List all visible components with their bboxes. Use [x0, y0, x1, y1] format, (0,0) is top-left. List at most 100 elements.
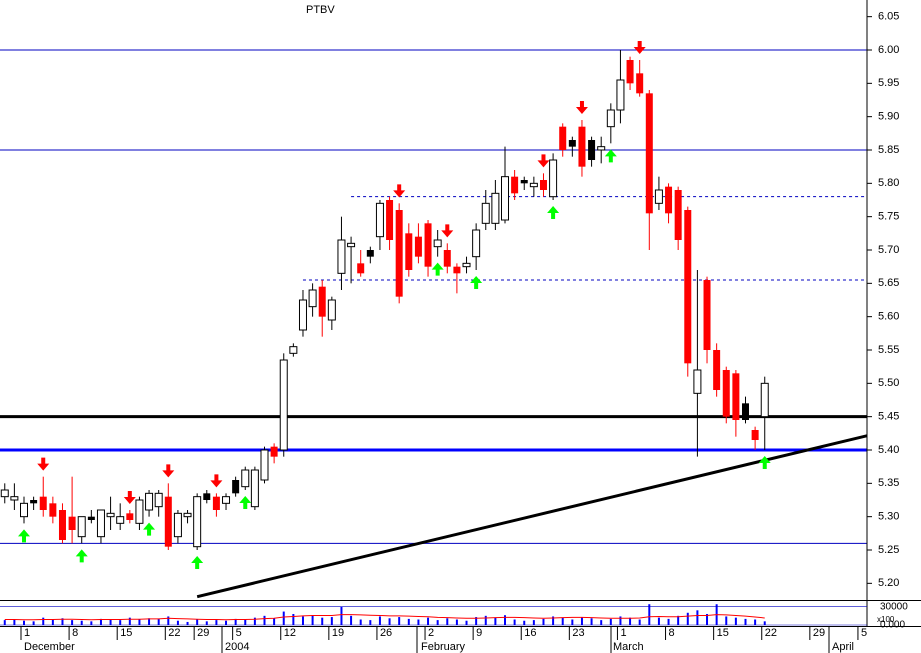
y-tick-label: 5.55 [878, 344, 899, 356]
candle-body [126, 513, 134, 520]
candle-body [232, 480, 240, 494]
x-tick-label: 15 [120, 627, 132, 639]
candle-body [212, 496, 220, 510]
month-label: March [613, 641, 644, 653]
y-tick-label: 5.45 [878, 411, 899, 423]
x-tick-label: 16 [524, 627, 536, 639]
candle-body [529, 182, 538, 188]
candle-body [49, 503, 57, 517]
candle-body [665, 186, 673, 214]
candle-body [318, 286, 326, 317]
candle-body [751, 430, 759, 440]
candle-body [760, 382, 769, 418]
volume-ma-line [4, 614, 765, 621]
candle-body [732, 373, 740, 420]
sell-signal [633, 41, 646, 54]
candle-body [164, 496, 172, 547]
candle-body [578, 126, 586, 167]
candle-body [626, 60, 634, 84]
candle-body [270, 446, 278, 457]
y-tick-label: 5.50 [878, 377, 899, 389]
x-tick-label: 5 [861, 627, 867, 639]
candle-body [511, 176, 519, 194]
volume-pane [3, 604, 766, 625]
candle-body [347, 242, 356, 248]
candle-body [386, 200, 394, 240]
candle-body [481, 202, 490, 224]
y-tick-label: 6.00 [878, 44, 899, 56]
candle-body [222, 496, 231, 504]
candle-body [722, 370, 730, 417]
buy-signal [18, 529, 30, 543]
candle-body [462, 262, 471, 268]
candle-body [154, 492, 163, 508]
candle-body [539, 180, 547, 190]
candle-body [96, 509, 105, 538]
candle-body [289, 346, 298, 354]
candle-body [703, 280, 711, 350]
buy-signal [604, 149, 617, 163]
candle-body [713, 350, 721, 390]
x-tick-label: 29 [813, 627, 825, 639]
y-tick-label: 5.75 [878, 211, 899, 223]
x-tick-label: 19 [332, 627, 344, 639]
x-tick-label: 22 [168, 627, 180, 639]
sell-signal [537, 154, 550, 168]
candle-body [241, 469, 250, 488]
buy-signal [547, 206, 560, 219]
sell-signal [123, 491, 136, 504]
buy-signal [758, 456, 771, 469]
candle-body [520, 180, 528, 184]
candle-body [414, 236, 422, 257]
candle-body [443, 250, 451, 267]
x-tick-label: 12 [284, 627, 296, 639]
candle-body [145, 492, 154, 511]
candle-body [684, 210, 692, 364]
candle-body [20, 502, 28, 518]
y-tick-label: 6.05 [878, 11, 899, 23]
y-tick-label: 5.30 [878, 511, 899, 523]
candle-body [106, 512, 115, 518]
sell-signal [210, 474, 223, 488]
x-tick-label: 8 [669, 627, 675, 639]
y-tick-label: 5.70 [878, 244, 899, 256]
candle-body [549, 159, 558, 198]
candle-body [77, 516, 86, 538]
y-tick-label: 5.25 [878, 544, 899, 556]
buy-signal [143, 522, 156, 536]
candle-body [39, 496, 47, 510]
candle-body [357, 263, 365, 274]
candle-body [173, 512, 182, 538]
candle-body [375, 202, 384, 238]
x-tick-label: 8 [72, 627, 78, 639]
month-label: 2004 [225, 641, 249, 653]
x-tick-label: 26 [380, 627, 392, 639]
candle-body [636, 73, 644, 94]
x-tick-label: 15 [717, 627, 729, 639]
candle-body [597, 146, 606, 151]
candle-body [559, 126, 567, 150]
volume-unit: x100 [877, 615, 895, 624]
candle-body [135, 499, 144, 524]
candle-body [433, 239, 442, 248]
candle-body [193, 496, 202, 548]
candle-body [203, 493, 211, 500]
month-label: December [24, 641, 75, 653]
y-tick-label: 5.35 [878, 477, 899, 489]
y-tick-label: 5.85 [878, 144, 899, 156]
candle-body [501, 176, 509, 221]
buy-signal [191, 556, 204, 569]
buy-signal [470, 276, 483, 289]
candle-body [472, 229, 481, 258]
y-tick-label: 5.80 [878, 177, 899, 189]
candle-body [68, 516, 76, 530]
candle-body [645, 93, 653, 214]
candle-body [424, 223, 432, 267]
month-label: April [832, 641, 854, 653]
candle-body [308, 289, 317, 308]
month-label: February [421, 641, 466, 653]
candle-body [453, 266, 461, 274]
candle-body [0, 489, 9, 498]
